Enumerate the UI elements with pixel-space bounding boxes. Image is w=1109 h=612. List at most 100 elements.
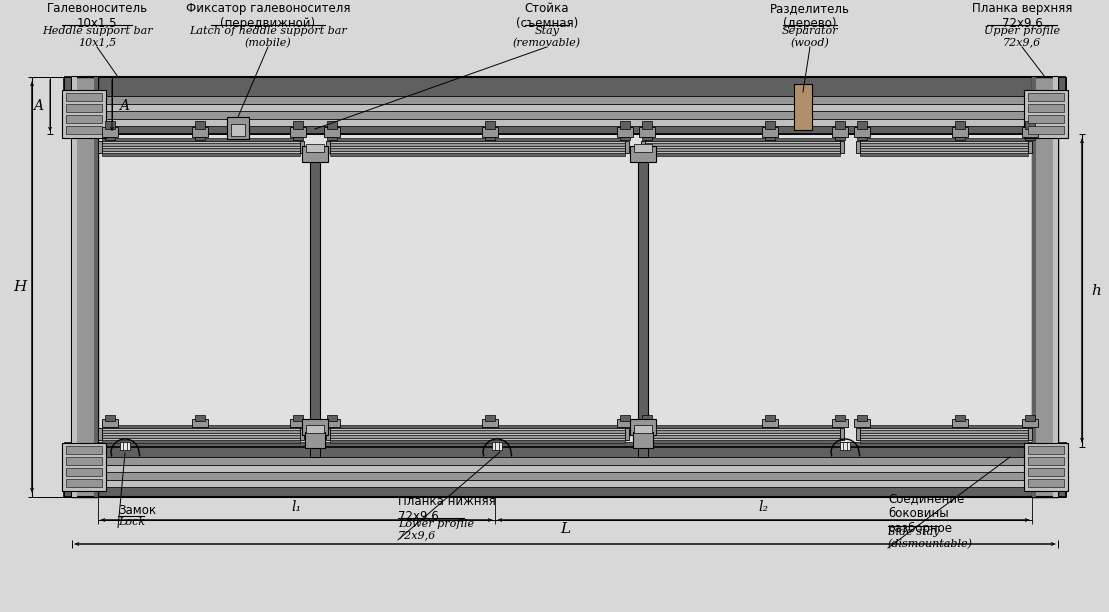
Bar (195, 415, 205, 421)
Bar (642, 137, 652, 140)
Bar (485, 137, 495, 140)
Text: Separator
(wood): Separator (wood) (782, 26, 838, 48)
Bar (330, 428, 625, 430)
Bar (1022, 419, 1038, 427)
Bar (324, 419, 340, 427)
Bar (955, 415, 965, 421)
Bar (952, 127, 968, 137)
Bar (102, 441, 301, 443)
Bar (293, 121, 303, 129)
Bar (642, 121, 652, 129)
Bar (645, 154, 840, 156)
Text: H: H (13, 280, 27, 294)
Bar (102, 141, 301, 143)
Text: l₂: l₂ (759, 500, 769, 514)
Bar (64, 126, 1066, 134)
Bar (620, 137, 630, 140)
Bar (327, 121, 337, 129)
Bar (639, 419, 655, 427)
Bar (64, 104, 1066, 111)
Bar (1054, 77, 1058, 497)
Bar (645, 433, 840, 435)
Text: Lock: Lock (118, 517, 145, 527)
Bar (64, 111, 1066, 119)
Bar (765, 121, 775, 129)
Bar (835, 415, 845, 421)
Bar (330, 148, 625, 151)
Bar (645, 428, 840, 430)
Bar (859, 146, 1028, 148)
Bar (102, 143, 301, 146)
Bar (1028, 446, 1064, 454)
Bar (642, 415, 652, 421)
Text: Lower profile
72x9,6: Lower profile 72x9,6 (398, 519, 475, 540)
Bar (645, 425, 840, 428)
Bar (762, 419, 779, 427)
Bar (326, 428, 330, 440)
Bar (1025, 137, 1035, 140)
Bar (859, 441, 1028, 443)
Text: l₁: l₁ (292, 500, 302, 514)
Bar (857, 415, 867, 421)
Bar (330, 154, 625, 156)
Bar (859, 154, 1028, 156)
Bar (482, 127, 498, 137)
Bar (102, 148, 301, 151)
Bar (859, 438, 1028, 441)
Bar (1024, 443, 1068, 491)
Bar (1028, 115, 1064, 123)
Text: Latch of heddle support bar
(mobile): Latch of heddle support bar (mobile) (190, 26, 347, 48)
Text: Планка верхняя
72x9,6: Планка верхняя 72x9,6 (971, 2, 1072, 30)
Bar (330, 151, 625, 154)
Bar (645, 141, 840, 143)
Bar (854, 127, 869, 137)
Text: A: A (119, 99, 129, 113)
Bar (630, 419, 657, 435)
Bar (301, 428, 304, 440)
Bar (330, 438, 625, 441)
Bar (832, 127, 848, 137)
Bar (67, 93, 102, 101)
Bar (105, 121, 115, 129)
Bar (289, 419, 306, 427)
Bar (305, 432, 325, 448)
Bar (102, 435, 301, 438)
Bar (306, 425, 324, 433)
Bar (293, 137, 303, 140)
Bar (195, 121, 205, 129)
Bar (102, 428, 301, 430)
Bar (67, 468, 102, 476)
Bar (1028, 457, 1064, 465)
Text: Stay
(removable): Stay (removable) (513, 26, 581, 48)
Bar (102, 127, 118, 137)
Bar (1032, 77, 1036, 497)
Bar (645, 138, 840, 141)
Bar (64, 480, 1066, 487)
Bar (955, 121, 965, 129)
Text: Планка нижняя
72x9,6: Планка нижняя 72x9,6 (398, 495, 496, 523)
Bar (859, 143, 1028, 146)
Bar (102, 425, 301, 428)
Bar (102, 438, 301, 441)
Bar (330, 143, 625, 146)
Bar (835, 137, 845, 140)
Bar (94, 77, 98, 497)
Bar (67, 104, 102, 112)
Bar (645, 146, 840, 148)
Text: Heddle support bar
10x1,5: Heddle support bar 10x1,5 (42, 26, 152, 48)
Bar (859, 148, 1028, 151)
Bar (330, 141, 625, 143)
Bar (62, 90, 106, 138)
Bar (326, 141, 330, 153)
Bar (859, 435, 1028, 438)
Bar (327, 137, 337, 140)
Bar (293, 415, 303, 421)
Bar (645, 435, 840, 438)
Bar (638, 158, 648, 423)
Bar (859, 428, 1028, 430)
Bar (856, 428, 859, 440)
Bar (330, 430, 625, 433)
Bar (1024, 90, 1068, 138)
Bar (98, 134, 1032, 447)
Bar (1028, 428, 1032, 440)
